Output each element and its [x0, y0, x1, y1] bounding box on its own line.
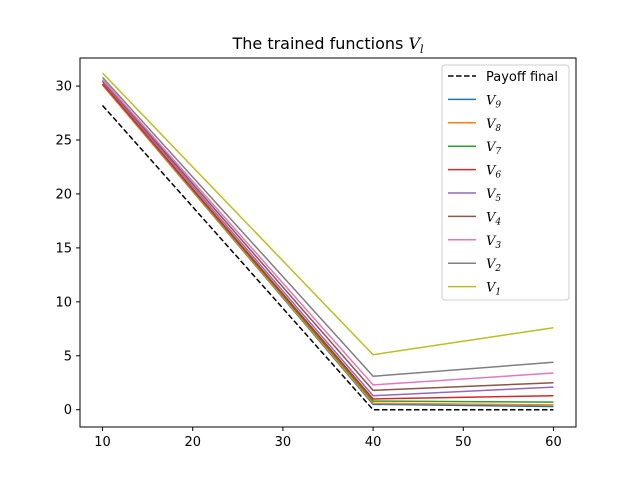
legend-box: [441, 64, 570, 301]
legend-label-7: V3: [486, 234, 501, 251]
x-tick-label: 40: [365, 435, 382, 450]
y-tick-label: 20: [55, 187, 72, 202]
series-line-2: [101, 84, 554, 406]
legend-label-2: V8: [486, 117, 501, 134]
series-line-4: [101, 83, 554, 400]
legend-label-0: Payoff final: [486, 70, 558, 85]
x-tick-label: 30: [275, 435, 292, 450]
legend-label-6: V4: [486, 210, 501, 227]
legend-label-3: V7: [486, 140, 501, 157]
y-tick-label: 15: [55, 241, 72, 256]
x-axis: 10 20 30 40 50 60: [94, 427, 562, 450]
legend-label-5: V5: [486, 187, 501, 204]
legend-label-1: V9: [486, 93, 501, 110]
y-tick-label: 25: [55, 134, 72, 149]
series-line-9: [102, 72, 554, 356]
series-line-8: [101, 76, 554, 378]
y-tick-label: 30: [55, 80, 72, 95]
legend-label-4: V6: [486, 164, 501, 181]
legend-label-9: V1: [486, 281, 501, 298]
series-line-7: [101, 79, 554, 386]
legend-label-8: V2: [486, 257, 501, 274]
x-tick-label: 60: [545, 435, 562, 450]
series-layer: [101, 72, 554, 411]
y-tick-label: 10: [55, 295, 72, 310]
y-axis: 0 5 10 15 20 25 30: [55, 80, 80, 418]
series-line-6: [101, 80, 554, 392]
legend: Payoff final V9 V8 V7 V6 V5 V4 V3 V2 V1: [441, 64, 570, 301]
x-tick-label: 50: [455, 435, 472, 450]
series-line-5: [101, 81, 554, 397]
y-tick-label: 5: [64, 349, 72, 364]
x-tick-label: 20: [184, 435, 201, 450]
axes-frame: [79, 57, 577, 428]
x-tick-label: 10: [94, 435, 111, 450]
y-tick-label: 0: [64, 403, 72, 418]
chart-title: The trained functions Vl: [231, 34, 424, 56]
